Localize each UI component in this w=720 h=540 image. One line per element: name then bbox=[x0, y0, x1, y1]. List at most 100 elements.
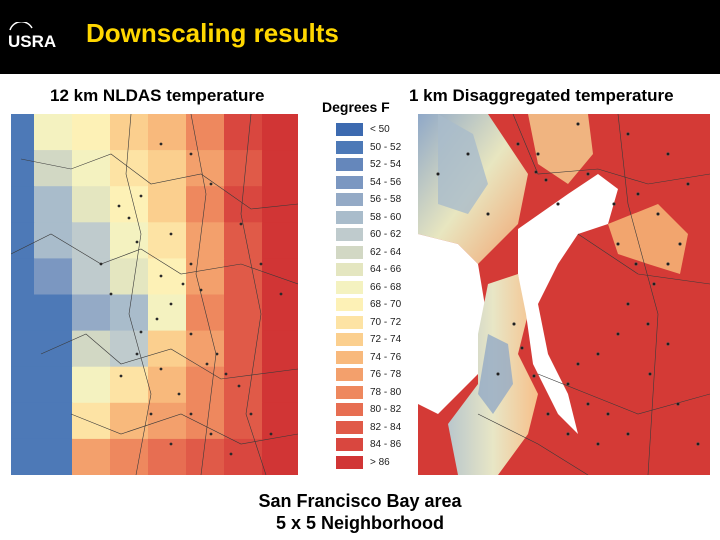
legend-swatch bbox=[336, 228, 363, 241]
station-dot bbox=[634, 262, 638, 266]
station-dot bbox=[117, 204, 121, 208]
station-dot bbox=[169, 442, 173, 446]
legend-label: 56 - 58 bbox=[370, 194, 402, 205]
station-dot bbox=[159, 274, 163, 278]
grid-cell bbox=[262, 222, 298, 259]
legend-swatch bbox=[336, 158, 363, 171]
coastal-cool bbox=[438, 114, 488, 214]
station-dot bbox=[155, 317, 159, 321]
grid-cell bbox=[224, 258, 263, 295]
grid-cell bbox=[186, 186, 225, 223]
station-dot bbox=[177, 392, 181, 396]
north-bay-warm bbox=[528, 114, 593, 184]
legend-item: < 50 bbox=[336, 122, 416, 138]
legend-item: 68 - 70 bbox=[336, 297, 416, 313]
grid-cell bbox=[262, 258, 298, 295]
legend-label: 76 - 78 bbox=[370, 369, 402, 380]
grid-cell bbox=[148, 294, 187, 332]
legend-item: 66 - 68 bbox=[336, 280, 416, 296]
legend-swatch bbox=[336, 350, 363, 364]
legend-label: 62 - 64 bbox=[370, 246, 402, 258]
usra-logo: USRA bbox=[8, 22, 56, 51]
legend-label: 78 - 80 bbox=[370, 386, 402, 398]
grid-cell bbox=[72, 114, 111, 151]
grid-cell bbox=[11, 114, 35, 151]
grid-cell bbox=[262, 330, 298, 368]
station-dot bbox=[566, 432, 570, 436]
temperature-legend: < 50 50 - 52 52 - 54 54 - 56 56 - 58 58 - 60 6… bbox=[336, 122, 416, 482]
left-map-caption: 12 km NLDAS temperature bbox=[50, 86, 265, 105]
station-dot bbox=[135, 240, 139, 244]
grid-cell bbox=[72, 150, 111, 187]
grid-cell bbox=[148, 114, 187, 151]
station-dot bbox=[259, 262, 263, 266]
grid-cell bbox=[224, 330, 263, 368]
grid-cell bbox=[186, 294, 225, 332]
grid-cell bbox=[34, 222, 73, 259]
station-dot bbox=[215, 352, 219, 356]
grid-cell bbox=[186, 150, 225, 187]
station-dot bbox=[99, 262, 103, 266]
legend-label: 72 - 74 bbox=[370, 334, 402, 345]
grid-cell bbox=[11, 258, 35, 295]
grid-cell bbox=[148, 258, 187, 295]
station-dot bbox=[544, 178, 548, 182]
station-dot bbox=[249, 412, 253, 416]
grid-cell bbox=[11, 402, 35, 440]
grid-cell bbox=[34, 366, 73, 404]
grid-cell bbox=[262, 150, 298, 187]
grid-cell bbox=[72, 186, 111, 223]
legend-item: 64 - 66 bbox=[336, 262, 416, 278]
grid-cell bbox=[186, 222, 225, 259]
grid-cell bbox=[110, 222, 149, 259]
station-dot bbox=[127, 216, 131, 220]
ocean-mask-west bbox=[418, 234, 488, 414]
legend-title: Degrees F bbox=[322, 99, 390, 115]
east-bay-hills bbox=[608, 204, 688, 274]
grid-cell bbox=[186, 402, 225, 440]
grid-cell bbox=[110, 402, 149, 440]
grid-cell bbox=[186, 438, 225, 475]
legend-label: 80 - 82 bbox=[370, 404, 402, 415]
station-dot bbox=[209, 182, 213, 186]
grid-cell bbox=[34, 114, 73, 151]
station-dot bbox=[626, 302, 630, 306]
legend-label: 54 - 56 bbox=[370, 176, 402, 188]
station-dot bbox=[626, 132, 630, 136]
station-dot bbox=[678, 242, 682, 246]
station-dot bbox=[512, 322, 516, 326]
station-dot bbox=[666, 342, 670, 346]
grid-cell bbox=[224, 438, 263, 475]
grid-cell bbox=[34, 258, 73, 295]
legend-item: 50 - 52 bbox=[336, 140, 416, 156]
grid-cell bbox=[262, 114, 298, 151]
grid-cell bbox=[262, 402, 298, 440]
station-dot bbox=[139, 194, 143, 198]
station-dot bbox=[169, 232, 173, 236]
grid-cell bbox=[72, 402, 111, 440]
grid-cell bbox=[224, 150, 263, 187]
grid-cell bbox=[11, 186, 35, 223]
legend-label: 84 - 86 bbox=[370, 439, 402, 450]
station-dot bbox=[626, 432, 630, 436]
grid-cell bbox=[148, 150, 187, 187]
station-dot bbox=[139, 330, 143, 334]
station-dot bbox=[532, 374, 536, 378]
grid-cell bbox=[72, 258, 111, 295]
legend-label: 68 - 70 bbox=[370, 299, 402, 310]
legend-item: 80 - 82 bbox=[336, 402, 416, 418]
station-dot bbox=[229, 452, 233, 456]
grid-cell bbox=[34, 186, 73, 223]
legend-swatch bbox=[336, 175, 363, 189]
county-boundaries bbox=[477, 114, 710, 475]
station-dot bbox=[636, 192, 640, 196]
grid-cell bbox=[148, 186, 187, 223]
station-dot bbox=[239, 222, 243, 226]
grid-cell bbox=[148, 366, 187, 404]
station-dot bbox=[279, 292, 283, 296]
legend-item: 56 - 58 bbox=[336, 192, 416, 208]
legend-item: 82 - 84 bbox=[336, 420, 416, 436]
station-dot bbox=[237, 384, 241, 388]
station-dot bbox=[189, 262, 193, 266]
peninsula-cool bbox=[478, 334, 513, 414]
